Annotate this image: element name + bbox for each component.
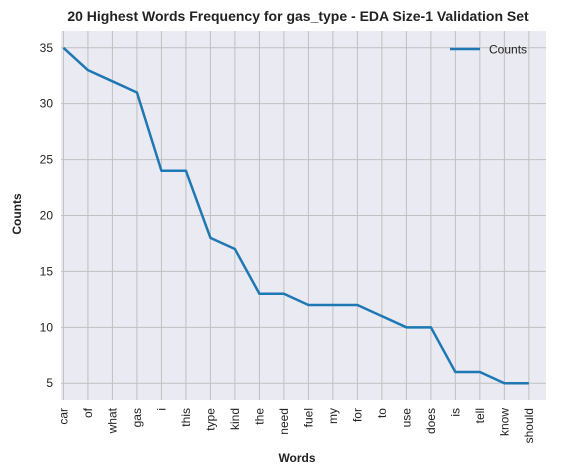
y-tick-label: 15 [40,264,54,278]
x-axis-ticks: car of what gas i this type kind the need fuel my fo… [56,407,535,443]
x-axis-label: Words [278,451,315,465]
y-axis-label: Counts [10,193,24,235]
y-tick-label: 10 [40,320,54,334]
x-tick-label: car [56,408,70,425]
x-tick-label: fuel [301,408,315,427]
y-tick-label: 25 [40,153,54,167]
x-tick-label: know [497,408,511,436]
x-tick-label: need [277,408,291,435]
y-tick-label: 30 [40,97,54,111]
y-tick-label: 20 [40,209,54,223]
x-tick-label: does [424,408,438,434]
y-axis-ticks: 5 10 15 20 25 30 35 [40,41,54,390]
x-tick-label: type [203,408,217,431]
x-tick-label: my [326,408,340,424]
series-line-counts [62,46,529,385]
chart-title: 20 Highest Words Frequency for gas_type … [67,8,529,24]
x-tick-label: this [179,408,193,427]
series-group [62,46,529,385]
gridlines [61,31,546,400]
x-tick-label: the [252,408,266,425]
y-tick-label: 35 [40,41,54,55]
x-tick-label: what [105,407,119,434]
x-tick-label: i [154,408,168,411]
y-tick-label: 5 [46,376,53,390]
x-tick-label: use [399,408,413,428]
x-tick-label: to [375,408,389,418]
x-tick-label: of [81,407,95,418]
x-tick-label: gas [130,408,144,427]
x-tick-label: for [350,408,364,422]
x-tick-label: kind [228,408,242,430]
legend-label-counts: Counts [489,43,527,57]
legend: Counts [450,43,527,57]
x-tick-label: is [448,408,462,417]
x-tick-label: tell [473,408,487,423]
x-tick-label: should [522,408,536,443]
